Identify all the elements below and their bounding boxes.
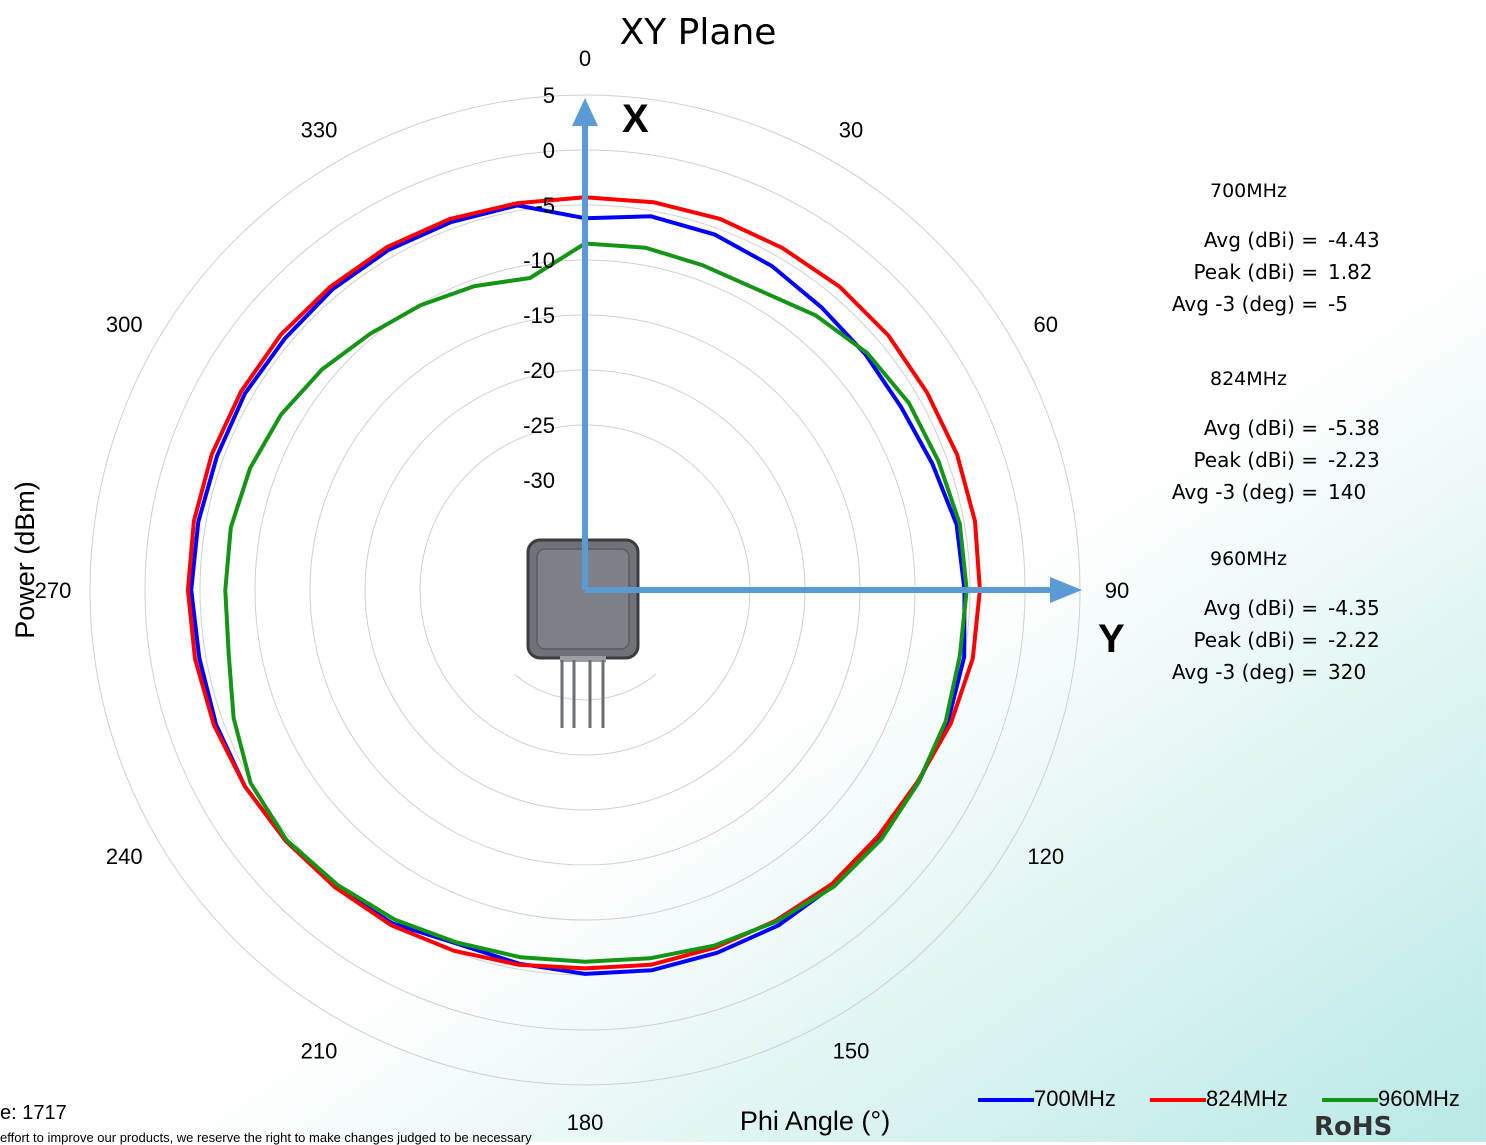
radial-tick-label: -10 <box>523 248 555 273</box>
stats-row: Avg -3 (deg) = 140 <box>1150 480 1450 510</box>
theta-tick-label: 120 <box>1027 844 1064 869</box>
x-axis-letter: X <box>622 97 649 141</box>
legend-label-700: 700MHz <box>1034 1086 1116 1111</box>
stats-label: Avg -3 (deg) = <box>1171 480 1318 504</box>
stats-label: Avg (dBi) = <box>1203 596 1318 620</box>
stats-value: 140 <box>1328 480 1367 504</box>
radial-tick-label: -30 <box>523 468 555 493</box>
stats-row: Peak (dBi) = -2.23 <box>1150 448 1450 478</box>
radial-tick-label: -5 <box>535 193 555 218</box>
footer-disclaimer: effort to improve our products, we reser… <box>0 1130 532 1145</box>
radial-tick-label: 0 <box>543 138 555 163</box>
series-line-960mhz <box>223 241 969 964</box>
theta-tick-label: 30 <box>839 117 863 142</box>
stats-frequency-824mhz: 824MHz <box>1210 368 1287 390</box>
theta-tick-label: 270 <box>35 578 72 603</box>
stats-value: -2.22 <box>1328 628 1380 652</box>
stats-value: 1.82 <box>1328 260 1373 284</box>
y-axis-arrow-head <box>1050 577 1082 603</box>
theta-tick-label: 60 <box>1033 312 1057 337</box>
stats-frequency-700mhz: 700MHz <box>1210 180 1287 202</box>
chart-labels: 030609012015018021024027030033050-5-10-1… <box>10 12 1129 1136</box>
stats-row: Avg -3 (deg) = 320 <box>1150 660 1450 690</box>
legend-swatch-700 <box>978 1098 1034 1102</box>
radial-tick-label: -20 <box>523 358 555 383</box>
stats-row: Avg (dBi) = -4.35 <box>1150 596 1450 626</box>
legend-swatch-824 <box>1150 1098 1206 1102</box>
theta-tick-label: 300 <box>106 312 143 337</box>
stats-value: -2.23 <box>1328 448 1380 472</box>
stats-value: -4.35 <box>1328 596 1380 620</box>
stats-value: -5.38 <box>1328 416 1380 440</box>
legend-label-960: 960MHz <box>1378 1086 1460 1111</box>
stats-label: Avg (dBi) = <box>1203 416 1318 440</box>
y-axis-letter: Y <box>1098 617 1125 661</box>
stats-label: Avg -3 (deg) = <box>1171 660 1318 684</box>
stats-row: Avg (dBi) = -5.38 <box>1150 416 1450 446</box>
stats-label: Avg (dBi) = <box>1203 228 1318 252</box>
grid-ring <box>513 673 657 701</box>
y-axis-title: Power (dBm) <box>10 481 40 639</box>
radial-tick-label: 5 <box>543 83 555 108</box>
stats-label: Peak (dBi) = <box>1193 448 1318 472</box>
theta-tick-label: 240 <box>106 844 143 869</box>
footer-model-number: e: 1717 <box>0 1102 67 1124</box>
legend-label-824: 824MHz <box>1206 1086 1288 1111</box>
stats-row: Avg (dBi) = -4.43 <box>1150 228 1450 258</box>
x-axis-title: Phi Angle (°) <box>740 1106 890 1136</box>
stats-value: 320 <box>1328 660 1367 684</box>
rohs-text: RoHS <box>1314 1112 1393 1142</box>
legend-swatch-960 <box>1322 1098 1378 1102</box>
theta-tick-label: 0 <box>579 46 591 71</box>
stats-label: Avg -3 (deg) = <box>1171 292 1318 316</box>
chart-title: XY Plane <box>620 12 777 53</box>
stats-label: Peak (dBi) = <box>1193 260 1318 284</box>
theta-tick-label: 150 <box>833 1039 870 1064</box>
radial-tick-label: -15 <box>523 303 555 328</box>
x-axis-arrow-head <box>572 98 598 126</box>
stats-value: -5 <box>1328 292 1348 316</box>
stats-row: Avg -3 (deg) = -5 <box>1150 292 1450 322</box>
series-line-700mhz <box>189 203 967 976</box>
xy-axis-arrows <box>572 98 1082 603</box>
theta-tick-label: 330 <box>301 117 338 142</box>
stats-frequency-960mhz: 960MHz <box>1210 548 1287 570</box>
radial-tick-label: -25 <box>523 413 555 438</box>
theta-tick-label: 180 <box>567 1110 604 1135</box>
theta-tick-label: 90 <box>1105 578 1129 603</box>
rohs-logo: RoHS <box>1314 1112 1392 1142</box>
stats-row: Peak (dBi) = 1.82 <box>1150 260 1450 290</box>
series-line-824mhz <box>185 195 982 971</box>
series-lines <box>185 195 982 976</box>
stats-value: -4.43 <box>1328 228 1380 252</box>
stats-label: Peak (dBi) = <box>1193 628 1318 652</box>
stats-row: Peak (dBi) = -2.22 <box>1150 628 1450 658</box>
theta-tick-label: 210 <box>301 1039 338 1064</box>
